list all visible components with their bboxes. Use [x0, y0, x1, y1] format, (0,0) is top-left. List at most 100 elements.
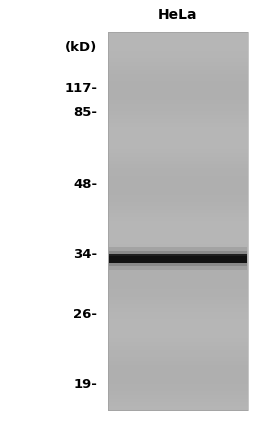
Bar — [108, 308, 248, 313]
Bar — [108, 312, 248, 317]
Bar — [108, 331, 248, 335]
Bar — [108, 100, 248, 105]
Bar — [108, 365, 248, 369]
Bar — [108, 179, 248, 184]
Bar — [108, 266, 248, 271]
Bar — [108, 112, 248, 116]
Bar — [108, 32, 248, 410]
Bar — [108, 304, 248, 309]
Bar — [108, 300, 248, 305]
Bar — [108, 259, 248, 263]
Bar — [108, 202, 248, 207]
Bar — [108, 214, 248, 218]
Text: HeLa: HeLa — [158, 8, 198, 22]
Bar — [109, 251, 247, 266]
Bar — [108, 369, 248, 373]
Bar — [108, 32, 248, 37]
Bar — [108, 251, 248, 256]
Bar — [108, 217, 248, 222]
Bar — [108, 70, 248, 75]
Bar — [108, 319, 248, 324]
Bar — [108, 240, 248, 245]
Bar — [108, 145, 248, 150]
Bar — [108, 372, 248, 377]
Bar — [108, 191, 248, 196]
Bar — [108, 77, 248, 82]
Bar — [108, 221, 248, 226]
Bar — [108, 255, 248, 260]
Text: 85-: 85- — [73, 106, 97, 118]
Bar — [108, 157, 248, 162]
Bar — [109, 254, 247, 256]
Bar — [108, 387, 248, 392]
Bar — [108, 198, 248, 203]
Bar — [108, 334, 248, 339]
Bar — [108, 194, 248, 199]
Text: 26-: 26- — [73, 308, 97, 321]
Bar — [108, 93, 248, 97]
Bar — [108, 244, 248, 248]
Bar — [108, 183, 248, 188]
Text: 48-: 48- — [73, 178, 97, 191]
Bar — [108, 206, 248, 211]
Bar — [108, 153, 248, 158]
Text: 117-: 117- — [64, 82, 97, 94]
Bar — [109, 254, 247, 263]
Bar — [108, 274, 248, 279]
Bar — [108, 248, 248, 252]
Bar — [108, 289, 248, 294]
Bar — [108, 281, 248, 286]
Bar — [108, 104, 248, 109]
Bar — [108, 149, 248, 154]
Bar — [108, 210, 248, 214]
Bar — [108, 89, 248, 94]
Bar — [108, 119, 248, 124]
Bar — [108, 175, 248, 181]
Bar — [108, 384, 248, 388]
Bar — [108, 54, 248, 60]
Bar — [108, 123, 248, 127]
Bar — [108, 66, 248, 71]
Bar — [108, 134, 248, 139]
Bar — [108, 160, 248, 165]
Bar — [108, 315, 248, 320]
Bar — [108, 74, 248, 79]
Bar — [108, 263, 248, 267]
Bar — [108, 81, 248, 86]
Bar — [108, 233, 248, 237]
Bar — [108, 395, 248, 400]
Bar — [108, 36, 248, 41]
Bar — [108, 142, 248, 146]
Text: (kD): (kD) — [65, 42, 97, 54]
Bar — [108, 58, 248, 63]
Bar — [108, 376, 248, 381]
Bar — [108, 43, 248, 48]
Bar — [108, 138, 248, 142]
Bar — [108, 96, 248, 101]
Bar — [108, 346, 248, 350]
Bar — [108, 342, 248, 347]
Bar — [108, 391, 248, 396]
Bar — [108, 172, 248, 177]
Bar — [108, 350, 248, 354]
Bar — [108, 361, 248, 366]
Text: 34-: 34- — [73, 248, 97, 262]
Bar — [108, 293, 248, 298]
Bar — [108, 127, 248, 131]
Bar — [108, 323, 248, 328]
Bar — [108, 51, 248, 56]
Bar — [108, 225, 248, 230]
Bar — [108, 39, 248, 44]
Bar — [108, 229, 248, 233]
Bar — [108, 406, 248, 411]
Bar — [108, 285, 248, 290]
Bar — [108, 130, 248, 135]
Bar — [108, 278, 248, 282]
Bar — [108, 164, 248, 169]
Bar — [108, 353, 248, 358]
Bar — [109, 247, 247, 269]
Bar — [108, 399, 248, 403]
Bar — [108, 270, 248, 275]
Bar — [108, 338, 248, 343]
Bar — [108, 187, 248, 192]
